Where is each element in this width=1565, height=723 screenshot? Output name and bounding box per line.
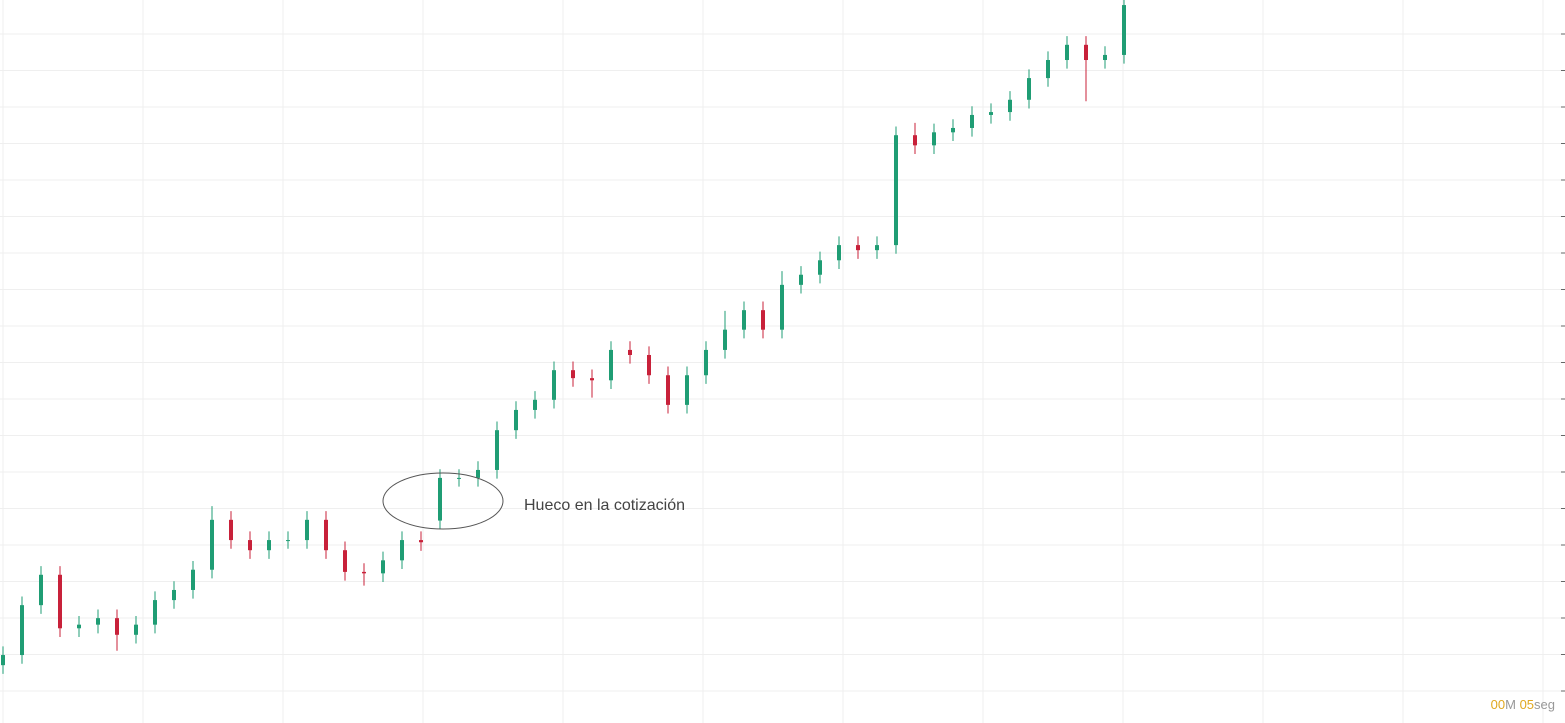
candle-body bbox=[153, 600, 157, 625]
candle-body bbox=[704, 349, 708, 376]
candles bbox=[1, 0, 1126, 674]
candle-body bbox=[1122, 5, 1126, 55]
timer-seconds: 05 bbox=[1519, 697, 1535, 712]
candle-body bbox=[894, 135, 898, 246]
candle-body bbox=[20, 605, 24, 656]
candle-body bbox=[818, 260, 822, 275]
candle-body bbox=[58, 574, 62, 629]
candle-body bbox=[438, 477, 442, 521]
candle-body bbox=[267, 540, 271, 551]
candle-body bbox=[286, 540, 290, 542]
candle-body bbox=[780, 284, 784, 330]
annotation: Hueco en la cotización bbox=[524, 497, 685, 514]
candle-body bbox=[723, 329, 727, 350]
timer-minutes: 00 bbox=[1490, 697, 1506, 712]
candle-body bbox=[210, 519, 214, 570]
candle-body bbox=[381, 560, 385, 574]
candle-body bbox=[400, 540, 404, 561]
candle-body bbox=[457, 477, 461, 479]
candle-body bbox=[552, 370, 556, 400]
candle-body bbox=[590, 378, 594, 381]
candle-body bbox=[495, 430, 499, 470]
candle-body bbox=[343, 550, 347, 572]
candle-body bbox=[742, 310, 746, 330]
candle-body bbox=[1084, 44, 1088, 61]
candle-body bbox=[1103, 54, 1107, 61]
candle-body bbox=[799, 274, 803, 285]
candle-body bbox=[666, 375, 670, 405]
candle-body bbox=[837, 245, 841, 261]
candle-body bbox=[96, 618, 100, 625]
candle-body bbox=[875, 245, 879, 251]
candle-body bbox=[191, 569, 195, 590]
candle-body bbox=[514, 409, 518, 431]
candle-body bbox=[1, 655, 5, 666]
candle-body bbox=[476, 469, 480, 478]
candle-body bbox=[989, 112, 993, 115]
timer-seconds-unit: seg bbox=[1534, 697, 1555, 712]
candle-body bbox=[970, 114, 974, 128]
candle-body bbox=[951, 127, 955, 133]
candle-body bbox=[932, 132, 936, 146]
candle-body bbox=[856, 245, 860, 251]
candle-body bbox=[1065, 44, 1069, 61]
candle-body bbox=[1027, 78, 1031, 100]
candle-body bbox=[115, 618, 119, 635]
candle-body bbox=[913, 135, 917, 146]
candle-body bbox=[609, 349, 613, 381]
timer: 00M 05seg bbox=[1491, 697, 1555, 712]
candle-body bbox=[647, 354, 651, 376]
candle-body bbox=[324, 519, 328, 551]
candle-body bbox=[533, 399, 537, 410]
candle-body bbox=[419, 540, 423, 543]
candle-body bbox=[1008, 99, 1012, 113]
candle-body bbox=[172, 589, 176, 601]
candle-body bbox=[305, 519, 309, 541]
candle-body bbox=[134, 624, 138, 635]
candle-body bbox=[761, 310, 765, 330]
gap-ellipse bbox=[382, 472, 504, 530]
candle-body bbox=[628, 349, 632, 355]
candle-body bbox=[229, 519, 233, 541]
candle-body bbox=[685, 375, 689, 405]
candle-body bbox=[248, 540, 252, 551]
timer-minutes-unit: M bbox=[1505, 697, 1516, 712]
candle-body bbox=[362, 571, 366, 574]
candle-body bbox=[39, 574, 43, 606]
candle-body bbox=[1046, 60, 1050, 79]
candle-body bbox=[77, 624, 81, 629]
candle-body bbox=[571, 370, 575, 379]
